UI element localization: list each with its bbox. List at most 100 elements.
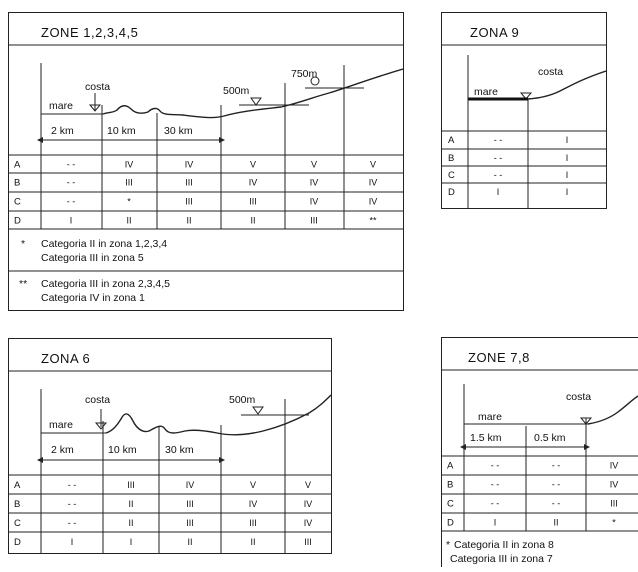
- table-cell: IV: [310, 197, 319, 207]
- distance-label-3: 30 km: [164, 125, 193, 137]
- note-2-line-2: Categoria IV in zona 1: [41, 292, 145, 304]
- table-cell: I: [566, 135, 569, 145]
- table-cell: IV: [304, 499, 313, 509]
- table-cell: II: [186, 216, 191, 226]
- altitude-750-marker-icon: [310, 76, 320, 86]
- row-key-a: A: [14, 160, 21, 171]
- label-750m: 750m: [291, 68, 318, 80]
- row-key-b: B: [14, 499, 20, 510]
- label-mare: mare: [49, 419, 73, 431]
- row-key-d: D: [447, 518, 454, 529]
- table-cell: III: [304, 537, 312, 547]
- distance-label-2: 10 km: [107, 125, 136, 137]
- table-cell: - -: [67, 197, 76, 207]
- table-cell: III: [249, 518, 257, 528]
- row-key-d: D: [14, 537, 21, 548]
- row-key-c: C: [447, 499, 454, 510]
- table-cell: IV: [125, 160, 134, 170]
- costa-arrow-icon: [94, 422, 108, 430]
- table-cell: - -: [494, 135, 503, 145]
- costa-arrow-icon: [88, 104, 102, 112]
- note-2-line-1: Categoria III in zona 2,3,4,5: [41, 278, 170, 290]
- table-cell: III: [185, 178, 193, 188]
- label-costa: costa: [85, 394, 110, 406]
- category-table-grid: [9, 154, 403, 272]
- category-table: A- - IV IV V V VB - - III III IV IV IVC - - * III III IV…: [14, 160, 377, 227]
- distance-arrows: [37, 137, 225, 143]
- distance-label-1: 2 km: [51, 125, 74, 137]
- row-key-d: D: [448, 187, 455, 198]
- profile-column-lines: [40, 63, 345, 155]
- label-costa: costa: [85, 81, 110, 93]
- table-cell: I: [566, 153, 569, 163]
- table-cell: III: [186, 518, 194, 528]
- distance-arrows: [460, 444, 590, 450]
- table-cell: IV: [610, 461, 619, 471]
- table-cell: - -: [68, 499, 77, 509]
- altitude-500-marker-icon: [252, 406, 264, 415]
- panel-title: ZONE 7,8: [468, 350, 530, 365]
- table-cell: III: [125, 178, 133, 188]
- table-cell: III: [249, 197, 257, 207]
- label-500m: 500m: [229, 394, 256, 406]
- category-table-grid: [442, 130, 606, 208]
- row-key-c: C: [14, 197, 21, 208]
- costa-arrow-icon: [519, 92, 533, 100]
- table-cell: IV: [304, 518, 313, 528]
- table-cell: II: [187, 537, 192, 547]
- row-key-a: A: [14, 480, 21, 491]
- panel-zona-9-drawing: ZONA 9 mare costa A- - IB - - IC - - ID I I: [442, 25, 607, 208]
- table-cell: II: [250, 216, 255, 226]
- table-cell: IV: [369, 178, 378, 188]
- note-1-line-2: Categoria III in zona 7: [450, 553, 553, 565]
- panel-zone-7-8: ZONE 7,8 mare costa 1.5 km 0.5 km: [441, 337, 638, 567]
- table-cell: IV: [185, 160, 194, 170]
- label-mare: mare: [474, 86, 498, 98]
- category-table: A- - IB - - IC - - ID I I: [448, 135, 568, 198]
- table-cell: II: [126, 216, 131, 226]
- row-key-d: D: [14, 216, 21, 227]
- table-cell: III: [310, 216, 318, 226]
- table-cell: II: [553, 518, 558, 528]
- table-cell: - -: [68, 518, 77, 528]
- table-cell: - -: [552, 480, 561, 490]
- table-cell: II: [128, 518, 133, 528]
- row-key-a: A: [448, 135, 455, 146]
- distance-label-1: 1.5 km: [470, 432, 502, 444]
- row-key-b: B: [448, 153, 454, 164]
- label-costa: costa: [538, 66, 563, 78]
- table-cell: V: [250, 160, 256, 170]
- row-key-c: C: [14, 518, 21, 529]
- table-cell: - -: [68, 480, 77, 490]
- altitude-500-marker-icon: [250, 97, 262, 106]
- distance-label-2: 10 km: [108, 444, 137, 456]
- table-cell: - -: [491, 480, 500, 490]
- table-cell: I: [494, 518, 497, 528]
- table-cell: III: [185, 197, 193, 207]
- table-cell: I: [497, 187, 500, 197]
- panel-title: ZONA 6: [41, 351, 90, 366]
- table-cell: IV: [310, 178, 319, 188]
- note-1-line-1: Categoria II in zona 1,2,3,4: [41, 238, 167, 250]
- distance-label-1: 2 km: [51, 444, 74, 456]
- table-cell: V: [311, 160, 317, 170]
- table-cell: I: [71, 537, 74, 547]
- table-cell: I: [566, 170, 569, 180]
- table-cell: III: [610, 499, 618, 509]
- table-cell: - -: [67, 160, 76, 170]
- panel-zone-7-8-drawing: ZONE 7,8 mare costa 1.5 km 0.5 km: [442, 350, 638, 565]
- table-cell: IV: [369, 197, 378, 207]
- table-cell: IV: [249, 499, 258, 509]
- note-2-mark: **: [19, 278, 27, 290]
- table-cell: IV: [186, 480, 195, 490]
- table-cell: - -: [552, 461, 561, 471]
- category-table-grid: [9, 474, 331, 553]
- table-cell: I: [566, 187, 569, 197]
- category-table-grid: [442, 455, 638, 532]
- terrain-profile: [102, 68, 404, 119]
- table-cell: V: [370, 160, 376, 170]
- panel-zona-6: ZONA 6 costa mare 500m 2 km 10 km 30 km: [8, 338, 332, 554]
- terrain-profile: [587, 395, 638, 425]
